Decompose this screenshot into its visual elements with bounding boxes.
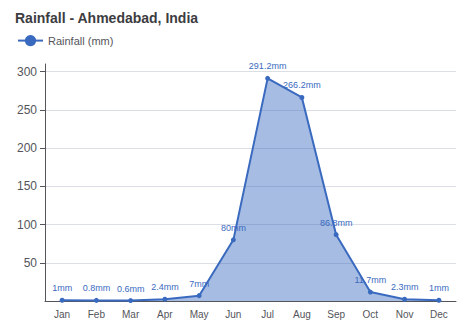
svg-text:0.6mm: 0.6mm	[117, 284, 145, 294]
svg-text:0.8mm: 0.8mm	[83, 283, 111, 293]
svg-text:Feb: Feb	[88, 309, 106, 320]
svg-text:150: 150	[17, 179, 37, 193]
svg-text:11.7mm: 11.7mm	[354, 275, 386, 285]
svg-text:80mm: 80mm	[221, 223, 246, 233]
svg-text:2.4mm: 2.4mm	[151, 282, 179, 292]
svg-text:Oct: Oct	[363, 309, 379, 320]
svg-text:Nov: Nov	[396, 309, 414, 320]
svg-text:100: 100	[17, 218, 37, 232]
svg-text:2.3mm: 2.3mm	[391, 282, 419, 292]
svg-text:Rainfall - Ahmedabad, India: Rainfall - Ahmedabad, India	[15, 10, 198, 26]
svg-text:Rainfall (mm): Rainfall (mm)	[48, 35, 113, 47]
svg-text:300: 300	[17, 65, 37, 79]
svg-text:291.2mm: 291.2mm	[249, 61, 287, 71]
svg-text:Mar: Mar	[122, 309, 140, 320]
svg-text:Jul: Jul	[261, 309, 274, 320]
svg-text:266.2mm: 266.2mm	[283, 80, 321, 90]
svg-text:Dec: Dec	[430, 309, 448, 320]
svg-text:50: 50	[24, 256, 38, 270]
svg-text:May: May	[190, 309, 209, 320]
svg-text:Apr: Apr	[157, 309, 173, 320]
svg-text:Sep: Sep	[327, 309, 345, 320]
svg-text:7mm: 7mm	[189, 279, 209, 289]
svg-text:86.8mm: 86.8mm	[320, 218, 353, 228]
svg-text:Aug: Aug	[293, 309, 311, 320]
svg-text:1mm: 1mm	[52, 283, 72, 293]
svg-text:250: 250	[17, 103, 37, 117]
svg-text:200: 200	[17, 141, 37, 155]
svg-text:Jan: Jan	[54, 309, 70, 320]
svg-text:1mm: 1mm	[429, 283, 449, 293]
svg-text:Jun: Jun	[225, 309, 241, 320]
